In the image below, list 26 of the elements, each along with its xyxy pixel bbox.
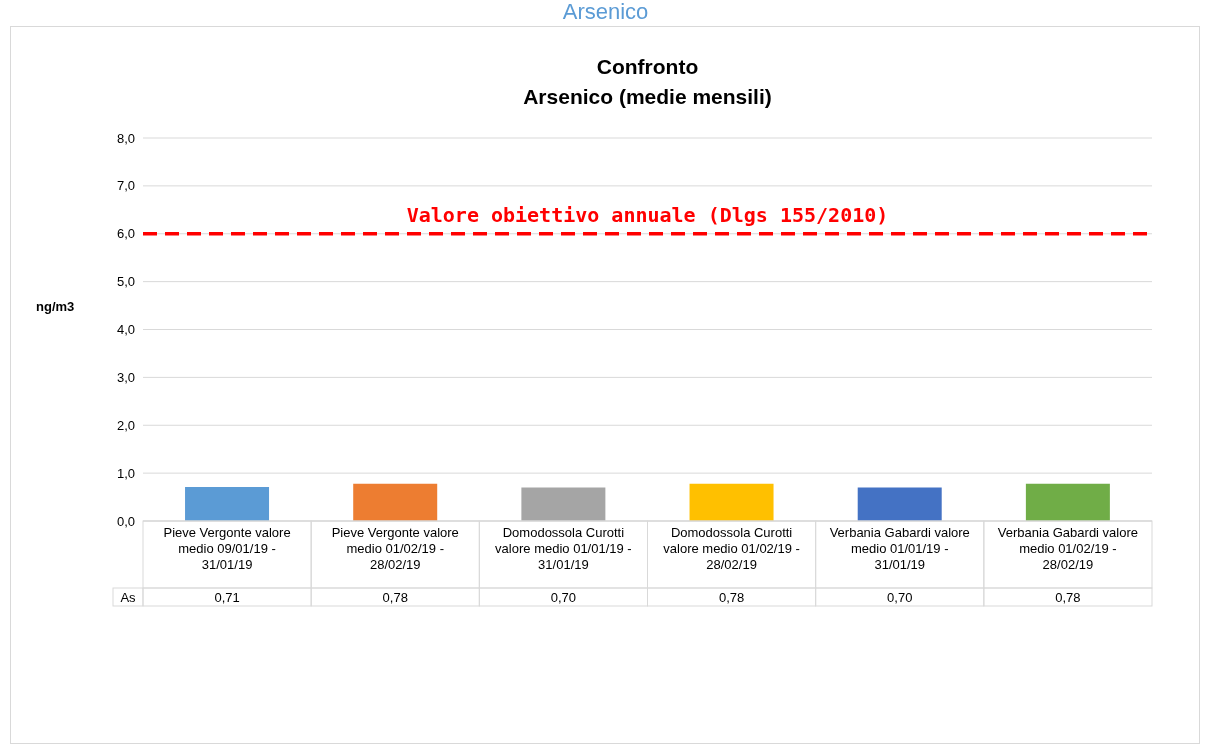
- chart-title: Confronto Arsenico (medie mensili): [522, 54, 773, 110]
- y-tick-label: 7,0: [116, 178, 135, 194]
- data-label: 0,70: [550, 590, 577, 605]
- data-label: 0,71: [214, 590, 240, 605]
- y-tick-label: 5,0: [116, 274, 135, 290]
- y-tick-label: 4,0: [116, 322, 135, 338]
- text: Arsenico: [561, 0, 650, 24]
- y-tick-label: 3,0: [116, 369, 135, 385]
- x-tick-label: Verbania Gabardi valore medio 01/01/19 - 31/01/19: [829, 525, 970, 572]
- y-tick-label: 8,0: [116, 130, 135, 146]
- y-axis-title: ng/m3: [36, 299, 75, 314]
- ref-line-label: Valore obiettivo annuale (Dlgs 155/2010): [406, 202, 889, 227]
- text: As: [120, 590, 137, 605]
- data-label: 0,78: [382, 590, 408, 605]
- x-tick-label: Pieve Vergonte valore medio 01/02/19 - 28/02/19: [331, 525, 459, 572]
- x-tick-label: Domodossola Curotti valore medio 01/01/19 - 31/01/19: [495, 525, 632, 572]
- y-tick-label: 0,0: [116, 513, 135, 529]
- data-label: 0,78: [1055, 590, 1081, 605]
- data-label: 0,70: [887, 590, 913, 605]
- x-tick-label: Verbania Gabardi valore medio 01/02/19 - 28/02/19: [997, 525, 1139, 572]
- data-label: 0,78: [718, 590, 745, 605]
- y-tick-label: 1,0: [116, 465, 135, 481]
- y-tick-label: 6,0: [116, 226, 135, 242]
- x-tick-label: Pieve Vergonte valore medio 09/01/19 - 31/01/19: [163, 525, 291, 572]
- x-tick-label: Domodossola Curotti valore medio 01/02/19 - 28/02/19: [663, 525, 800, 572]
- y-tick-label: 2,0: [116, 417, 135, 433]
